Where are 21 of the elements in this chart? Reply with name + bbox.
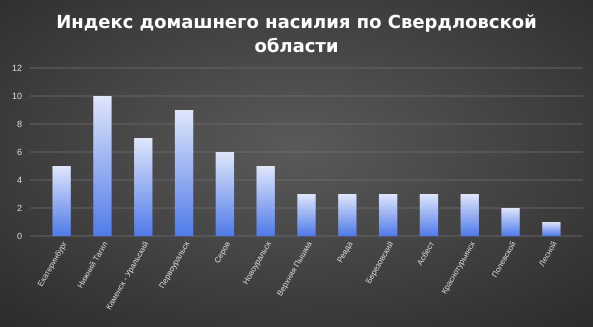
y-tick-label: 0 bbox=[16, 231, 22, 242]
bar bbox=[216, 152, 234, 236]
bar bbox=[256, 166, 275, 236]
bar bbox=[460, 194, 479, 236]
bar bbox=[52, 166, 71, 236]
bar bbox=[297, 194, 316, 236]
y-tick-label: 6 bbox=[16, 147, 22, 158]
bar bbox=[174, 110, 194, 236]
bar bbox=[338, 194, 356, 236]
y-tick-label: 12 bbox=[12, 63, 22, 74]
bar bbox=[134, 138, 152, 236]
bar bbox=[542, 222, 561, 236]
bar bbox=[501, 208, 520, 236]
y-tick-label: 8 bbox=[16, 119, 22, 130]
bar bbox=[93, 96, 112, 236]
chart-title: Индекс домашнего насилия по Свердловской области bbox=[56, 12, 537, 57]
bar bbox=[378, 194, 398, 236]
y-tick-label: 4 bbox=[16, 175, 22, 186]
y-tick-label: 10 bbox=[12, 91, 22, 102]
y-tick-label: 2 bbox=[16, 203, 22, 214]
bar bbox=[420, 194, 438, 236]
